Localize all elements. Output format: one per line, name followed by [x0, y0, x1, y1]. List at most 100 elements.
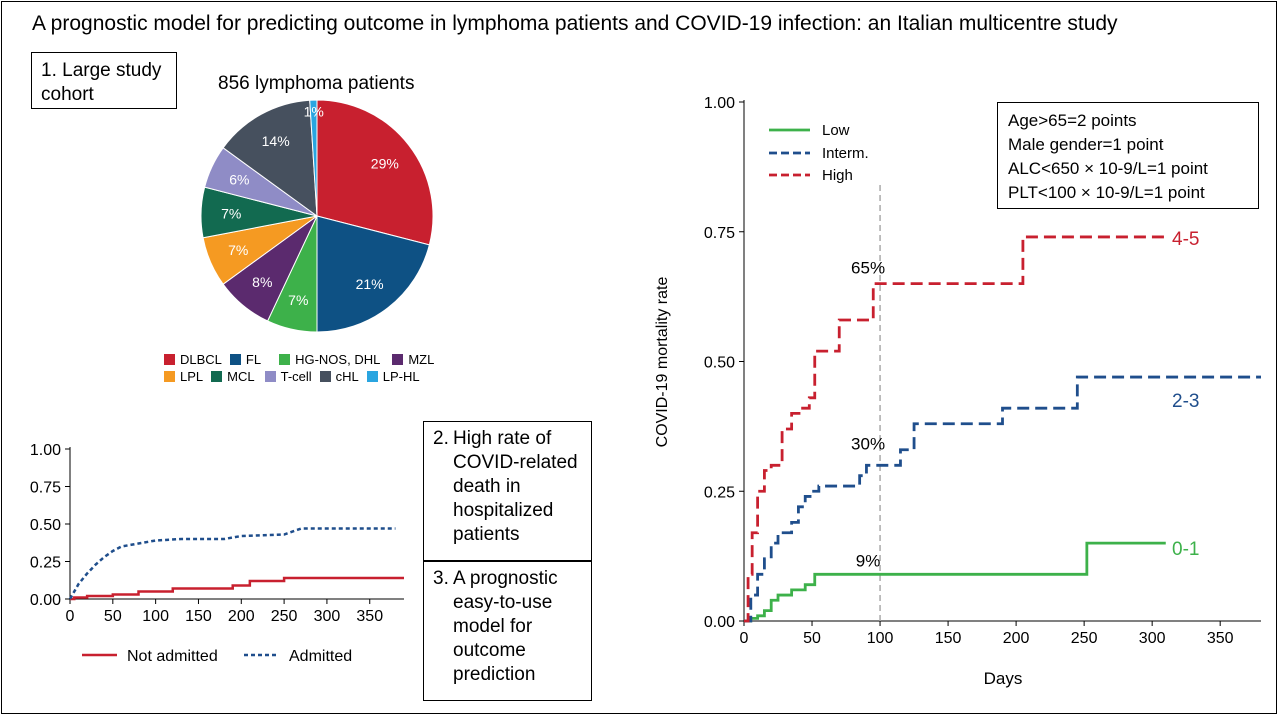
study-cohort-text: 1. Large study cohort	[41, 60, 162, 105]
legend-swatch-t-cell	[264, 371, 276, 382]
main-chart-annotation-30: 30%	[851, 435, 885, 454]
score-line-plt: PLT<100 × 10-9/L=1 point	[1008, 183, 1205, 202]
legend-swatch-mcl	[211, 371, 223, 382]
score-points-box: Age>65=2 points Male gender=1 point ALC<…	[997, 102, 1259, 209]
model-box: 3. A prognostic easy-to-use model for ou…	[423, 561, 592, 701]
main-chart-end-label-interm: 2-3	[1172, 391, 1199, 412]
main-chart-series-low	[744, 541, 1166, 623]
main-chart-legend-label-high: High	[822, 167, 853, 184]
pie-slice-label-mzl: 8%	[252, 274, 272, 290]
legend-label-hg-nos-dhl: HG-NOS, DHL	[295, 352, 381, 367]
main-chart-x-tick-label: 200	[1003, 630, 1030, 647]
score-line-age: Age>65=2 points	[1008, 111, 1137, 130]
pie-slice-label-lpl: 7%	[228, 242, 248, 258]
small-chart-x-tick-label: 250	[271, 608, 298, 625]
pie-slice-label-chl: 14%	[262, 133, 290, 149]
main-chart-annotation-65: 65%	[851, 258, 885, 277]
legend-label-t-cell: T-cell	[280, 369, 312, 384]
page-title: A prognostic model for predicting outcom…	[32, 12, 1118, 35]
main-chart-x-tick-label: 150	[935, 630, 962, 647]
small-chart-y-tick-label: 1.00	[30, 442, 61, 459]
pie-slice-chl	[222, 99, 318, 218]
legend-item-mzl: MZL	[392, 352, 434, 367]
main-chart-y-tick-label: 0.25	[704, 484, 735, 501]
legend-item-t-cell: T-cell	[264, 369, 312, 384]
main-chart-y-tick-label: 0.50	[704, 355, 735, 372]
legend-item-lpl: LPL	[164, 369, 203, 384]
legend-swatch-chl	[319, 371, 331, 382]
legend-item-dlbcl: DLBCL	[164, 352, 222, 367]
legend-item-mcl: MCL	[211, 369, 255, 384]
main-chart-legend-label-low: Low	[822, 122, 850, 139]
pie-legend-row-2: LPL MCL T-cell cHL LP-HL	[164, 369, 420, 385]
legend-label-chl: cHL	[335, 369, 359, 384]
pie-slice-label-fl: 21%	[356, 276, 384, 292]
legend-swatch-hg-nos-dhl	[279, 354, 291, 365]
pie-title: 856 lymphoma patients	[218, 73, 415, 94]
pie-slice-label-mcl: 7%	[221, 205, 241, 221]
main-chart-x-tick-label: 100	[867, 630, 894, 647]
small-chart-x-tick-label: 350	[356, 608, 383, 625]
study-cohort-box: 1. Large study cohort	[31, 52, 177, 109]
legend-swatch-mzl	[392, 354, 404, 365]
score-line-gender: Male gender=1 point	[1008, 135, 1164, 154]
pie-slice-fl	[316, 215, 430, 333]
pie-slice-label-t-cell: 6%	[229, 171, 249, 187]
small-chart-series-admitted	[68, 527, 396, 600]
small-chart-x-tick-label: 50	[104, 608, 122, 625]
main-chart-x-tick-label: 0	[740, 630, 749, 647]
legend-swatch-dlbcl	[164, 354, 175, 365]
pie-slice-dlbcl	[316, 99, 434, 246]
legend-swatch-lp-hl	[366, 371, 378, 382]
small-chart-x-tick-label: 200	[228, 608, 255, 625]
legend-item-fl: FL	[229, 352, 261, 367]
small-chart-x-tick-label: 150	[185, 608, 212, 625]
main-chart-end-label-low: 0-1	[1172, 539, 1199, 560]
main-chart-x-tick-label: 300	[1139, 630, 1166, 647]
main-chart-x-label: Days	[984, 669, 1023, 688]
pie-legend-row-1: DLBCL FL HG-NOS, DHL MZL	[164, 352, 434, 368]
main-chart-y-label: COVID-19 mortality rate	[654, 277, 671, 448]
main-chart-series-high	[744, 235, 1166, 623]
main-chart-end-label-high: 4-5	[1172, 229, 1199, 250]
pie-slice-lp-hl	[309, 99, 318, 217]
high-rate-box: 2. High rate of COVID-related death in h…	[423, 421, 592, 561]
main-chart-y-tick-label: 0.75	[704, 225, 735, 242]
small-chart-y-tick-label: 0.25	[30, 555, 61, 572]
small-chart-series-not-admitted	[70, 576, 404, 601]
model-text: A prognostic easy-to-use model for outco…	[453, 568, 558, 685]
high-rate-text: High rate of COVID-related death in hosp…	[453, 428, 578, 545]
pie-slice-label-lp-hl: 1%	[304, 104, 324, 120]
main-chart-x-tick-label: 350	[1207, 630, 1234, 647]
small-chart-x-tick-label: 100	[142, 608, 169, 625]
small-chart-y-tick-label: 0.00	[30, 592, 61, 609]
legend-swatch-lpl	[164, 371, 175, 382]
legend-label-mzl: MZL	[408, 352, 435, 367]
legend-item-lp-hl: LP-HL	[366, 369, 420, 384]
score-line-alc: ALC<650 × 10-9/L=1 point	[1008, 159, 1208, 178]
legend-label-dlbcl: DLBCL	[180, 352, 222, 367]
main-chart-annotation-9: 9%	[856, 552, 881, 571]
small-chart-y-tick-label: 0.75	[30, 480, 61, 497]
main-chart-legend-label-interm: Interm.	[822, 145, 869, 162]
main-chart-series-interm	[744, 375, 1261, 623]
model-number: 3.	[433, 568, 449, 589]
main-chart-x-tick-label: 250	[1071, 630, 1098, 647]
main-chart-x-tick-label: 50	[803, 630, 821, 647]
small-chart-x-tick-label: 0	[66, 608, 75, 625]
legend-item-hg-nos-dhl: HG-NOS, DHL	[279, 352, 380, 367]
legend-label-mcl: MCL	[227, 369, 255, 384]
small-chart-x-tick-label: 300	[314, 608, 341, 625]
high-rate-number: 2.	[433, 428, 449, 449]
small-chart-legend-label-not-admitted: Not admitted	[127, 648, 218, 665]
legend-label-lp-hl: LP-HL	[382, 369, 420, 384]
pie-slice-label-dlbcl: 29%	[371, 155, 399, 171]
small-chart-legend-label-admitted: Admitted	[289, 648, 352, 665]
main-chart-y-tick-label: 1.00	[704, 95, 735, 112]
legend-label-lpl: LPL	[180, 369, 204, 384]
main-chart-y-tick-label: 0.00	[704, 614, 735, 631]
